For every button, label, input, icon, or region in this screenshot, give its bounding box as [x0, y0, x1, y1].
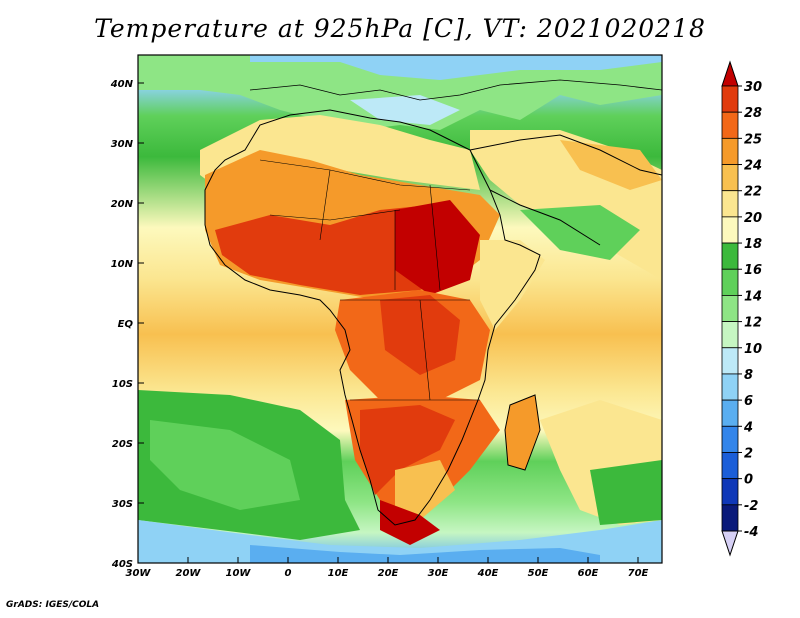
colorbar-label: 6 [744, 394, 753, 409]
colorbar-segment [721, 242, 739, 270]
europe-cold-zone [250, 55, 662, 80]
lon-tick-label: 20E [378, 568, 399, 579]
arabia-hot [560, 140, 662, 190]
lon-tick-label: 40E [477, 568, 499, 579]
colorbar-label: 0 [744, 473, 753, 488]
colorbar-label: 8 [744, 368, 753, 383]
madagascar [505, 395, 540, 470]
lat-tick-label: EQ [118, 319, 134, 330]
latitude-axis: 40N 30N 20N 10N EQ 10S 20S 30S 40S [110, 79, 144, 570]
mediterranean-cold [350, 95, 460, 125]
lat-tick-label: 40S [111, 559, 133, 570]
colorbar-segment [721, 321, 739, 349]
colorbar-segment [721, 373, 739, 401]
map-field [138, 55, 662, 563]
colorbar-segment [721, 399, 739, 427]
lat-tick-label: 10S [112, 379, 133, 390]
cape-hot [380, 500, 440, 545]
colorbar-label: 12 [744, 316, 762, 331]
indian-ocean-cool [590, 460, 662, 525]
arabia-south-coast [489, 189, 601, 246]
longitude-axis: 30W 20W 10W 0 10E 20E 30E 40E 50E 60E 70E [126, 557, 649, 579]
chart-title: Temperature at 925hPa [C], VT: 202102021… [94, 14, 706, 43]
lon-tick-label: 20W [176, 568, 202, 579]
lon-tick-label: 30E [428, 568, 449, 579]
colorbar-label: 10 [744, 342, 762, 357]
colorbar-segment [721, 347, 739, 375]
colorbar-bottom-arrow [721, 530, 739, 557]
europe-coastline [249, 79, 662, 101]
colorbar-segment [721, 452, 739, 480]
colorbar-segment [721, 216, 739, 244]
colorbar-label: -2 [744, 499, 758, 514]
colorbar-segment [721, 295, 739, 322]
colorbar-label: 30 [744, 80, 762, 95]
colorbar-segment [721, 190, 739, 218]
lat-tick-label: 30S [112, 499, 133, 510]
europe-cool-zone [138, 55, 662, 130]
lon-tick-label: 30W [126, 568, 152, 579]
colorbar-segment [721, 504, 739, 532]
south-atlantic-cooler [150, 420, 300, 510]
lat-tick-label: 10N [111, 259, 134, 270]
lon-tick-label: 60E [578, 568, 599, 579]
colorbar-label: 4 [743, 420, 753, 435]
lon-tick-label: 70E [628, 568, 649, 579]
colorbar-label: 25 [744, 132, 762, 147]
colorbar-segment [721, 425, 739, 453]
congo-very-hot [380, 295, 460, 375]
colorbar-segment [721, 111, 739, 139]
lat-tick-label: 20S [112, 439, 133, 450]
footer-credit: GrADS: IGES/COLA [6, 600, 100, 610]
kalahari-very-hot [360, 405, 455, 495]
country-borders [259, 159, 480, 401]
horn-warm [480, 240, 545, 330]
madagascar-coastline [504, 394, 541, 471]
lon-tick-label: 0 [285, 568, 292, 579]
lat-tick-label: 30N [111, 139, 134, 150]
colorbar-top-arrow [721, 60, 739, 87]
lat-tick-label: 40N [110, 79, 134, 90]
south-africa-warm [395, 460, 455, 520]
colorbar-label: 20 [744, 211, 762, 226]
lon-tick-label: 10E [328, 568, 349, 579]
colorbar-segment [721, 137, 739, 165]
sudan-hottest [395, 200, 480, 295]
lon-tick-label: 50E [528, 568, 549, 579]
colorbar-label: 24 [744, 159, 762, 174]
lat-tick-label: 20N [111, 199, 134, 210]
lon-tick-label: 10W [226, 568, 252, 579]
colorbar-label: 18 [744, 237, 762, 252]
colorbar-label: 16 [744, 263, 762, 278]
map-frame [137, 54, 663, 564]
colorbar-segment [721, 85, 739, 113]
colorbar-segment [721, 164, 739, 192]
colorbar-segment [721, 478, 739, 506]
colorbar-segment [721, 268, 739, 296]
colorbar-label: 14 [744, 289, 762, 304]
colorbar-label: -4 [744, 525, 758, 540]
colorbar-label: 2 [744, 446, 753, 461]
arabia-coastline [469, 134, 662, 176]
colorbar-label: 28 [744, 106, 762, 121]
colorbar-label: 22 [744, 185, 762, 200]
